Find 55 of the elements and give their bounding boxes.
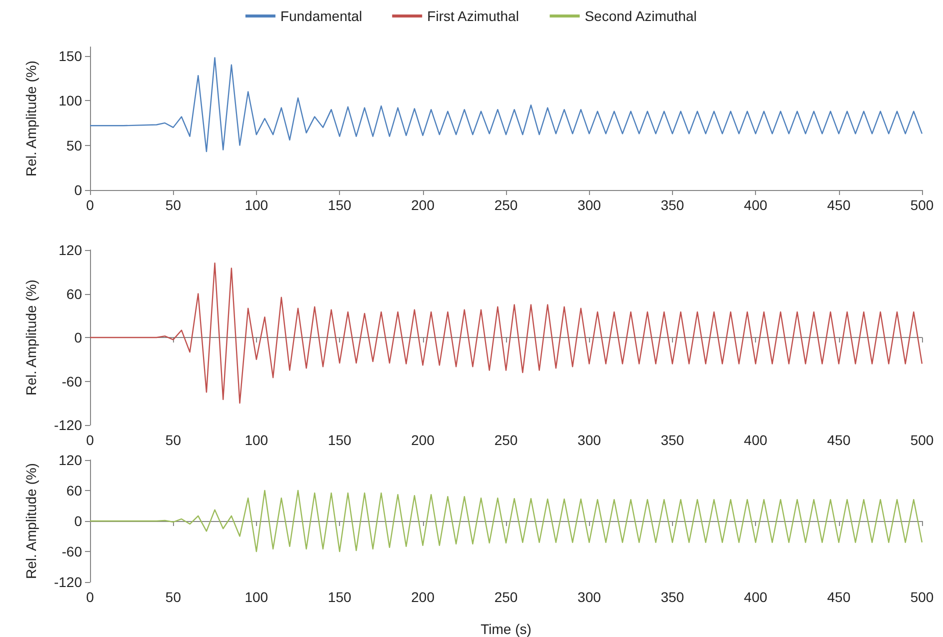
x-tick-label: 200 [411, 432, 435, 448]
y-tick-label: 50 [66, 137, 82, 154]
x-tick-label: 350 [660, 197, 684, 213]
x-tick-label: 150 [328, 589, 352, 605]
y-axis-title: Rel. Amplitude (%) [23, 280, 39, 396]
y-tick-label: 60 [66, 286, 82, 302]
x-tick-label: 450 [827, 197, 851, 213]
y-tick-label: 0 [74, 182, 82, 198]
y-tick-label: 150 [58, 48, 82, 64]
y-tick-label: 0 [74, 330, 82, 346]
y-tick-label: 120 [58, 452, 82, 468]
x-tick-label: 300 [578, 589, 602, 605]
y-tick-label: 100 [58, 92, 82, 109]
y-tick-label: 120 [58, 242, 82, 258]
y-tick-label: -120 [54, 574, 82, 590]
x-tick-label: 300 [578, 197, 602, 213]
x-tick-label: 450 [827, 589, 851, 605]
x-tick-label: 250 [494, 432, 518, 448]
y-tick-label: -120 [54, 417, 82, 433]
x-tick-label: 350 [660, 432, 684, 448]
x-tick-label: 100 [244, 589, 268, 605]
x-tick-label: 350 [660, 589, 684, 605]
x-tick-label: 50 [165, 432, 182, 448]
x-tick-label: 0 [86, 432, 94, 448]
x-tick-label: 400 [744, 197, 768, 213]
y-tick-label: 0 [74, 513, 82, 529]
x-tick-label: 150 [328, 197, 352, 213]
y-tick-label: 60 [66, 482, 82, 498]
line-series [89, 57, 923, 152]
x-tick-label: 300 [578, 432, 602, 448]
y-tick-label: -60 [62, 373, 82, 390]
x-tick-label: 200 [411, 197, 435, 213]
x-tick-label: 250 [494, 197, 518, 213]
x-tick-label: 150 [328, 432, 352, 448]
legend-label: Fundamental [280, 8, 362, 24]
y-tick-label: -60 [62, 544, 82, 560]
y-axis-title: Rel. Amplitude (%) [23, 463, 39, 579]
x-tick-label: 400 [744, 432, 768, 448]
x-tick-label: 500 [910, 197, 934, 213]
x-tick-label: 0 [86, 197, 94, 213]
x-tick-label: 500 [910, 432, 934, 448]
x-tick-label: 50 [165, 197, 182, 213]
x-tick-label: 200 [411, 589, 435, 605]
x-tick-label: 450 [827, 432, 851, 448]
x-tick-label: 400 [744, 589, 768, 605]
x-axis-title: Time (s) [480, 621, 532, 637]
x-tick-label: 100 [244, 432, 268, 448]
y-axis-title: Rel. Amplitude (%) [23, 60, 39, 176]
x-tick-label: 100 [244, 197, 268, 213]
x-tick-label: 0 [86, 589, 94, 605]
x-tick-label: 250 [494, 589, 518, 605]
legend-label: Second Azimuthal [584, 8, 697, 24]
legend-label: First Azimuthal [427, 8, 519, 24]
x-tick-label: 50 [165, 589, 182, 605]
x-tick-label: 500 [910, 589, 934, 605]
